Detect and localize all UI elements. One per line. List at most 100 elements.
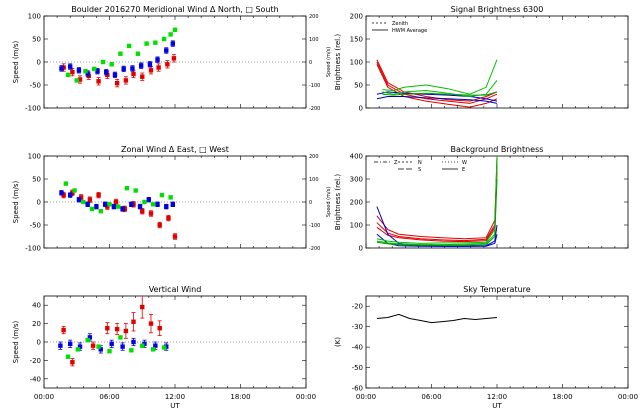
meridional-marks <box>59 27 178 88</box>
brightness-series-line <box>382 59 498 95</box>
zonal-data-point <box>159 192 165 198</box>
meridional-data-point <box>130 66 135 71</box>
vertical-data-point <box>114 326 120 332</box>
vertical-data-point <box>131 319 136 324</box>
meridional-data-point <box>65 72 71 78</box>
vertical-data-point <box>118 335 123 340</box>
meridional-right-ytick-label: 0 <box>309 60 312 66</box>
background-series-line <box>376 206 498 247</box>
meridional-data-point <box>121 66 126 72</box>
zonal-data-point <box>164 204 169 209</box>
skytemp-xtick-label: 12:00 <box>487 393 507 401</box>
zonal-data-point <box>105 204 110 209</box>
zonal-data-point <box>107 202 112 207</box>
meridional-data-point <box>96 79 101 84</box>
meridional-data-point <box>100 59 106 65</box>
vertical-chart: Vertical Wind 00:00 06:00 12:00 18:00 00:00 UT… <box>12 285 316 410</box>
background-legend-label: N <box>418 160 422 166</box>
brightness-ytick-label: 100 <box>350 59 363 67</box>
zonal-data-point <box>113 199 119 205</box>
meridional-data-point <box>153 40 158 45</box>
zonal-data-point <box>137 204 143 209</box>
vertical-data-point <box>77 344 83 349</box>
skytemp-ytick-label: -30 <box>352 323 363 331</box>
vertical-data-point <box>140 343 145 348</box>
skytemp-xtick-label: 00:00 <box>618 393 638 401</box>
skytemp-ylabel: (K) <box>334 337 342 347</box>
meridional-data-point <box>138 63 144 68</box>
meridional-ytick-label: -100 <box>25 105 41 113</box>
skytemp-ytick-label: -50 <box>352 364 363 372</box>
skytemp-ytick-label: -20 <box>352 303 363 311</box>
vertical-data-point <box>65 354 71 359</box>
meridional-data-point <box>144 41 149 46</box>
zonal-data-point <box>129 202 134 207</box>
zonal-ylabel: Speed (m/s) <box>12 181 20 224</box>
meridional-data-point <box>161 36 167 42</box>
brightness-series-line <box>376 64 498 108</box>
brightness-legend-label: Zenith <box>392 21 408 27</box>
zonal-data-point <box>98 209 103 214</box>
zonal-data-point <box>81 199 86 205</box>
background-series-line <box>376 178 498 246</box>
zonal-right-ytick-label: 100 <box>309 177 319 183</box>
skytemp-xtick-label: 00:00 <box>356 393 376 401</box>
meridional-data-point <box>170 41 176 46</box>
zonal-data-point <box>78 195 84 200</box>
vertical-xtick-label: 00:00 <box>296 393 316 401</box>
zonal-right-ytick-label: -100 <box>309 223 320 229</box>
vertical-ylabel: Speed (m/s) <box>12 321 20 364</box>
meridional-ytick-label: 50 <box>32 36 41 44</box>
skytemp-xlabel: UT <box>492 402 502 410</box>
vertical-data-point <box>61 327 66 333</box>
background-ylabel: Brightness (rel.) <box>334 174 342 230</box>
zonal-data-point <box>120 206 125 212</box>
meridional-ylabel: Speed (m/s) <box>12 41 20 84</box>
zonal-data-point <box>94 204 99 209</box>
brightness-marks <box>376 59 498 108</box>
meridional-data-point <box>131 71 136 77</box>
zonal-right-ytick-label: 0 <box>309 200 312 206</box>
brightness-series-line <box>382 91 498 96</box>
zonal-data-point <box>146 197 151 202</box>
meridional-data-point <box>172 27 178 32</box>
vertical-data-point <box>148 321 154 326</box>
zonal-data-point <box>87 197 93 202</box>
meridional-data-point <box>95 69 100 74</box>
background-chart: Background Brightness 400 300 200 100 0 Bright… <box>334 145 629 253</box>
background-title: Background Brightness <box>451 145 544 154</box>
background-legend-label: W <box>462 160 467 166</box>
vertical-data-point <box>96 344 101 349</box>
meridional-data-point <box>83 69 88 74</box>
vertical-xtick-label: 18:00 <box>230 393 250 401</box>
vertical-data-point <box>98 347 103 352</box>
brightness-ytick-label: 0 <box>359 105 363 113</box>
meridional-right-ytick-label: -200 <box>309 106 320 112</box>
zonal-ytick-label: 50 <box>32 176 41 184</box>
zonal-data-point <box>170 202 176 207</box>
zonal-data-point <box>59 190 64 195</box>
background-series-line <box>376 160 498 246</box>
brightness-chart: Signal Brightness 6300 200 150 100 50 0 Bright… <box>334 5 629 113</box>
background-series-line <box>376 156 498 244</box>
meridional-data-point <box>104 69 109 75</box>
vertical-data-point <box>90 343 96 348</box>
brightness-series-line <box>382 80 498 98</box>
background-ytick-label: 300 <box>350 176 363 184</box>
zonal-data-point <box>111 204 117 209</box>
zonal-ylabel-right: Speed (m/s) <box>326 187 332 217</box>
vertical-data-point <box>68 341 73 347</box>
zonal-ytick-label: 100 <box>28 153 41 161</box>
vertical-xtick-label: 06:00 <box>99 393 119 401</box>
meridional-ytick-label: -50 <box>30 82 41 90</box>
vertical-data-point <box>153 343 158 348</box>
background-series-line <box>376 165 498 242</box>
vertical-data-point <box>120 344 125 349</box>
vertical-data-point <box>150 347 156 352</box>
vertical-data-point <box>105 326 110 331</box>
brightness-series-line <box>376 61 498 104</box>
zonal-data-point <box>166 215 171 221</box>
vertical-xtick-label: 00:00 <box>34 393 54 401</box>
skytemp-xtick-label: 06:00 <box>421 393 441 401</box>
vertical-data-point <box>109 341 114 347</box>
